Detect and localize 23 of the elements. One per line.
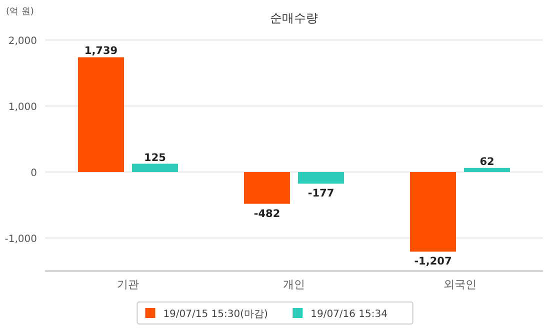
y-axis-title: (억 원) xyxy=(6,7,34,17)
data-label: 62 xyxy=(480,156,494,168)
bar xyxy=(78,57,124,172)
data-label: -177 xyxy=(308,188,334,200)
data-label: -482 xyxy=(254,208,280,220)
data-label: 1,739 xyxy=(84,45,118,58)
legend-label: 19/07/16 15:34 xyxy=(310,309,388,320)
x-tick-label: 외국인 xyxy=(444,278,476,291)
y-tick-label: -1,000 xyxy=(4,234,37,245)
data-label: -1,207 xyxy=(414,256,452,268)
legend-label: 19/07/15 15:30(마감) xyxy=(163,309,268,320)
chart-title: 순매수량 xyxy=(270,11,318,25)
bar xyxy=(298,172,344,184)
bar xyxy=(410,172,456,252)
x-tick-label: 기관 xyxy=(117,278,139,291)
x-tick-label: 개인 xyxy=(283,278,305,291)
bar xyxy=(464,168,510,172)
bar xyxy=(132,164,178,172)
y-tick-label: 0 xyxy=(30,168,37,179)
bar xyxy=(244,172,290,204)
y-tick-label: 2,000 xyxy=(8,36,37,47)
y-tick-label: 1,000 xyxy=(8,102,37,113)
data-label: 125 xyxy=(144,152,166,164)
